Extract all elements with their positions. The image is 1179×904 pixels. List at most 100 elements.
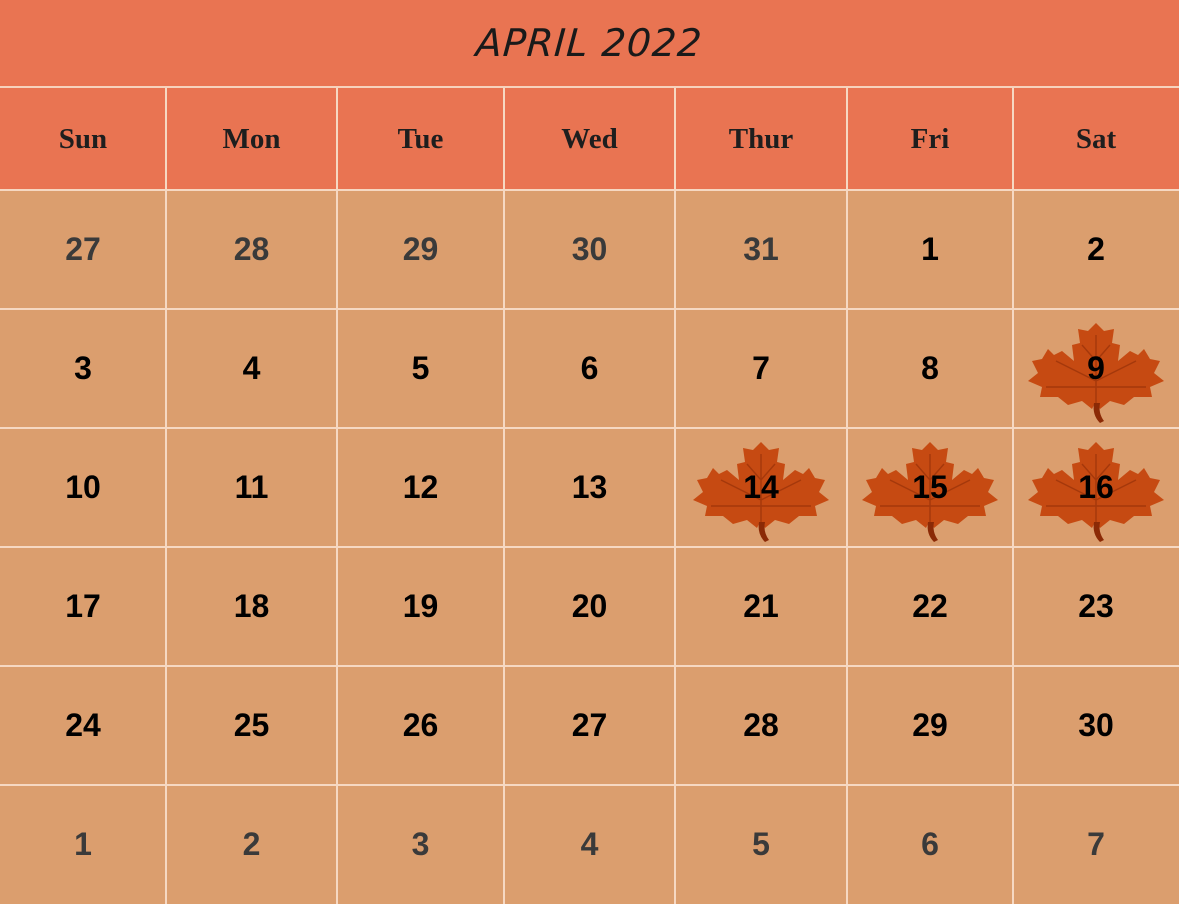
date-cell[interactable]: 29 <box>847 666 1013 785</box>
date-number: 6 <box>921 826 939 862</box>
row-divider <box>0 784 1179 786</box>
date-cell[interactable]: 2 <box>166 785 337 904</box>
date-cell[interactable]: 7 <box>1013 785 1179 904</box>
column-divider <box>336 190 338 904</box>
header-divider <box>674 88 676 192</box>
date-cell[interactable]: 14 <box>675 428 847 547</box>
date-number: 19 <box>402 588 439 624</box>
date-cell[interactable]: 21 <box>675 547 847 666</box>
weekday-sat: Sat <box>1013 88 1179 190</box>
date-number: 20 <box>571 588 608 624</box>
calendar-title: APRIL 2022 <box>474 21 705 65</box>
weekday-sun: Sun <box>0 88 166 190</box>
date-number: 30 <box>1078 707 1114 743</box>
date-number: 23 <box>1078 588 1114 624</box>
date-number: 5 <box>752 826 770 862</box>
date-cell[interactable]: 7 <box>675 309 847 428</box>
date-number: 12 <box>402 469 439 505</box>
date-cell[interactable]: 6 <box>847 785 1013 904</box>
date-cell[interactable]: 2 <box>1013 190 1179 309</box>
date-number: 16 <box>1078 469 1114 505</box>
column-divider <box>503 190 505 904</box>
date-number: 30 <box>571 231 608 267</box>
date-cell[interactable]: 5 <box>675 785 847 904</box>
date-number: 29 <box>912 707 948 743</box>
date-number: 28 <box>233 231 270 267</box>
date-cell[interactable]: 29 <box>337 190 504 309</box>
date-number: 4 <box>242 350 261 386</box>
date-cell[interactable]: 27 <box>504 666 675 785</box>
weekday-fri: Fri <box>847 88 1013 190</box>
date-cell[interactable]: 5 <box>337 309 504 428</box>
date-cell[interactable]: 8 <box>847 309 1013 428</box>
date-grid: 27 28 29 30 31 1 2 3 4 5 6 7 8 9 10 11 12 13 14 15 16 17 18 19 2… <box>0 189 1179 904</box>
maple-leaf-icon <box>860 440 1000 549</box>
date-cell[interactable]: 31 <box>675 190 847 309</box>
date-number: 1 <box>921 231 939 267</box>
date-number: 24 <box>65 707 101 743</box>
date-number: 15 <box>912 469 948 505</box>
weekday-tue: Tue <box>337 88 504 190</box>
weekday-label: Wed <box>561 122 618 155</box>
date-number: 27 <box>65 231 101 267</box>
date-cell[interactable]: 20 <box>504 547 675 666</box>
date-number: 10 <box>65 469 101 505</box>
date-cell[interactable]: 23 <box>1013 547 1179 666</box>
date-cell[interactable]: 12 <box>337 428 504 547</box>
date-number: 11 <box>234 469 269 505</box>
weekday-label: Thur <box>728 122 794 155</box>
date-cell[interactable]: 1 <box>847 190 1013 309</box>
date-cell[interactable]: 27 <box>0 190 166 309</box>
date-number: 5 <box>411 350 430 386</box>
date-cell[interactable]: 3 <box>337 785 504 904</box>
date-number: 21 <box>743 588 779 624</box>
date-cell[interactable]: 10 <box>0 428 166 547</box>
date-cell[interactable]: 13 <box>504 428 675 547</box>
maple-leaf-icon <box>1026 440 1166 549</box>
date-cell[interactable]: 1 <box>0 785 166 904</box>
header-divider <box>1012 88 1014 192</box>
date-number: 2 <box>1087 231 1105 267</box>
weekday-label: Fri <box>910 122 950 155</box>
date-cell[interactable]: 28 <box>675 666 847 785</box>
date-cell[interactable]: 17 <box>0 547 166 666</box>
title-bar: APRIL 2022 <box>0 0 1179 86</box>
date-cell[interactable]: 19 <box>337 547 504 666</box>
date-cell[interactable]: 30 <box>504 190 675 309</box>
date-cell[interactable]: 6 <box>504 309 675 428</box>
date-number: 8 <box>921 350 939 386</box>
header-divider <box>165 88 167 192</box>
date-number: 28 <box>743 707 779 743</box>
date-cell[interactable]: 3 <box>0 309 166 428</box>
date-cell[interactable]: 30 <box>1013 666 1179 785</box>
date-cell[interactable]: 28 <box>166 190 337 309</box>
date-cell[interactable]: 18 <box>166 547 337 666</box>
header-divider <box>336 88 338 192</box>
header-divider <box>503 88 505 192</box>
row-divider <box>0 546 1179 548</box>
weekday-label: Mon <box>222 122 281 155</box>
date-cell[interactable]: 11 <box>166 428 337 547</box>
date-cell[interactable]: 4 <box>504 785 675 904</box>
date-cell[interactable]: 22 <box>847 547 1013 666</box>
date-cell[interactable]: 24 <box>0 666 166 785</box>
column-divider <box>846 190 848 904</box>
date-number: 31 <box>743 231 779 267</box>
date-number: 6 <box>580 350 599 386</box>
weekday-label: Sat <box>1075 122 1117 155</box>
date-number: 13 <box>571 469 608 505</box>
weekday-mon: Mon <box>166 88 337 190</box>
row-divider <box>0 665 1179 667</box>
date-number: 3 <box>411 826 430 862</box>
maple-leaf-icon <box>1026 321 1166 430</box>
column-divider <box>674 190 676 904</box>
date-cell[interactable]: 26 <box>337 666 504 785</box>
date-cell[interactable]: 25 <box>166 666 337 785</box>
date-number: 25 <box>233 707 270 743</box>
weekday-wed: Wed <box>504 88 675 190</box>
date-cell[interactable]: 9 <box>1013 309 1179 428</box>
date-cell[interactable]: 16 <box>1013 428 1179 547</box>
date-cell[interactable]: 4 <box>166 309 337 428</box>
date-cell[interactable]: 15 <box>847 428 1013 547</box>
header-divider <box>846 88 848 192</box>
